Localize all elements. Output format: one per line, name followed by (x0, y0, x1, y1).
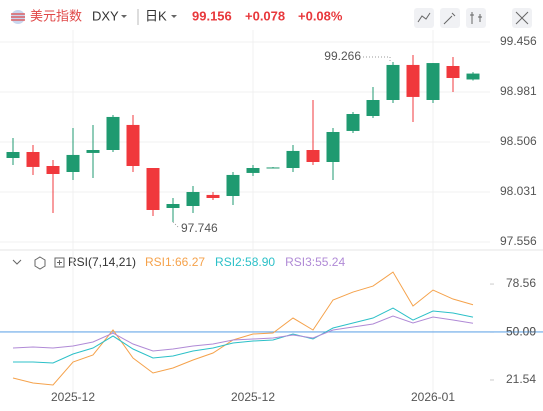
annotation: 97.746 (181, 221, 218, 235)
rsi-line (12, 315, 474, 352)
candle-body (266, 167, 280, 169)
tool-icon (443, 12, 456, 25)
candle-body (346, 114, 360, 131)
reference-label: 50.09 (506, 324, 536, 338)
price: 99.156 (192, 8, 232, 23)
candle-body (166, 204, 180, 208)
candle-body (206, 194, 220, 198)
flag-stripes (11, 13, 25, 21)
y-tick-label: 98.506 (500, 134, 537, 148)
candle-body (86, 150, 100, 153)
candle-body (226, 174, 240, 196)
change-pct: +0.08% (298, 8, 343, 23)
change: +0.078 (245, 8, 285, 23)
candle-body (66, 154, 80, 172)
toolbar (414, 8, 532, 28)
tool-icon (515, 11, 529, 25)
x-tick-label: 2025-12 (231, 390, 275, 404)
period-caret (171, 15, 177, 18)
y-tick-label: 97.556 (500, 234, 537, 248)
tool-icon (470, 12, 482, 24)
candle-body (146, 168, 160, 210)
candle-body (46, 166, 60, 174)
settings-icon[interactable] (34, 256, 46, 270)
candle-body (426, 63, 440, 100)
candle-body (406, 64, 420, 97)
y-tick-label: 50.00 (506, 324, 536, 338)
y-tick-label: 99.456 (500, 34, 537, 48)
candle-body (126, 124, 140, 166)
add-icon[interactable] (54, 257, 65, 268)
symbol-caret (121, 15, 127, 18)
candle-body (326, 132, 340, 162)
symbol[interactable]: DXY (92, 8, 119, 23)
candle-body (306, 150, 320, 162)
legend-entry: RSI2:58.90 (215, 255, 275, 269)
legend-entry: RSI1:66.27 (145, 255, 205, 269)
collapse-icon[interactable] (12, 259, 22, 265)
index-name: 美元指数 (30, 8, 82, 23)
x-tick-label: 2025-12 (51, 390, 95, 404)
y-tick-label: 98.031 (500, 184, 537, 198)
period[interactable]: 日K (145, 8, 167, 23)
candle-body (446, 66, 460, 78)
rsi-title: RSI(7,14,21) (68, 255, 136, 269)
rsi-line (13, 307, 474, 364)
candle-body (186, 192, 200, 206)
rsi-tools (12, 256, 65, 270)
add-icon-plus (57, 260, 62, 265)
candle-body (466, 73, 480, 80)
y-tick-label: 98.981 (500, 84, 537, 98)
y-tick-label: 78.56 (506, 276, 536, 290)
y-tick-label: 21.54 (506, 372, 536, 386)
annotation: 99.266 (324, 49, 361, 63)
candle-body (246, 168, 260, 173)
legend-entry: RSI3:55.24 (285, 255, 345, 269)
x-tick-label: 2026-01 (411, 390, 455, 404)
tool-button[interactable] (466, 8, 486, 28)
rsi-line (12, 271, 474, 386)
candle-body (366, 100, 380, 116)
candle-body (386, 64, 400, 100)
candle-body (286, 150, 300, 168)
tool-icon (417, 12, 431, 23)
candle-body (6, 152, 20, 158)
candle-body (26, 152, 40, 167)
candle-body (106, 116, 120, 150)
